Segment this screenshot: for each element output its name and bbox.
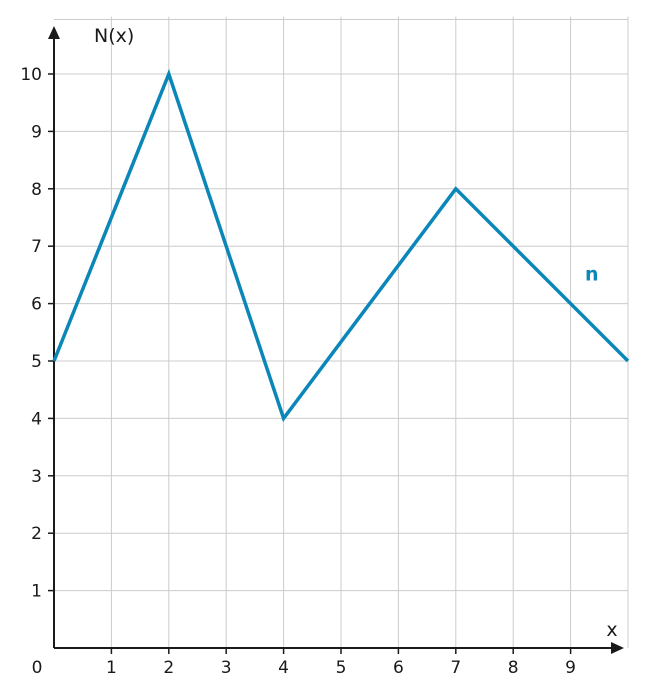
y-axis-arrow-icon (48, 26, 60, 39)
ticks: 1 2 3 4 5 6 7 8 9 10 1 2 3 4 5 6 7 8 9 (20, 65, 576, 678)
y-tick-label: 8 (31, 180, 42, 200)
x-tick-label: 1 (106, 658, 117, 678)
x-axis-title: x (606, 619, 617, 641)
y-tick-label: 9 (31, 122, 42, 142)
x-tick-label: 2 (163, 658, 174, 678)
x-tick-label: 7 (450, 658, 461, 678)
y-tick-label: 5 (31, 352, 42, 372)
y-tick-label: 3 (31, 467, 42, 487)
y-axis-title: N(x) (94, 25, 134, 47)
y-tick-label: 1 (31, 582, 42, 602)
x-tick-label: 3 (221, 658, 232, 678)
y-tick-label: 6 (31, 295, 42, 315)
x-tick-label: 8 (508, 658, 519, 678)
series-label: n (585, 264, 599, 286)
y-tick-label: 2 (31, 524, 42, 544)
series-group: n (52, 68, 630, 423)
x-axis-arrow-icon (611, 642, 624, 654)
x-tick-label: 9 (565, 658, 576, 678)
y-tick-label: 10 (20, 65, 42, 85)
axes (48, 26, 624, 654)
grid (54, 16, 629, 648)
origin-label: 0 (32, 658, 43, 678)
x-tick-label: 4 (278, 658, 289, 678)
y-tick-label: 4 (31, 409, 42, 429)
series-line-n (52, 68, 630, 423)
x-tick-label: 6 (393, 658, 404, 678)
x-tick-label: 5 (336, 658, 347, 678)
y-tick-label: 7 (31, 237, 42, 257)
